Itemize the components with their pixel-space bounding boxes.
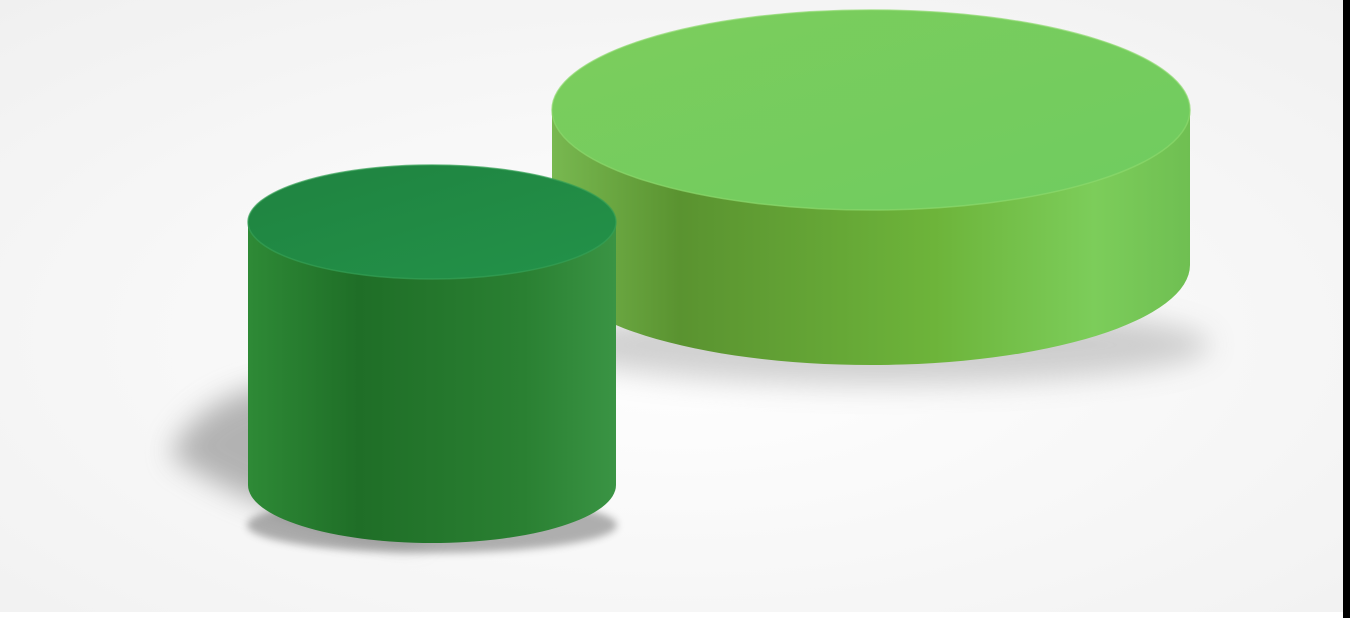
frame-margin bbox=[1350, 0, 1363, 618]
large-cylinder-top bbox=[552, 10, 1190, 210]
small-cylinder-side bbox=[248, 222, 616, 543]
frame-edge bbox=[1343, 0, 1350, 618]
large-cylinder-edge bbox=[551, 9, 1191, 211]
small-cylinder-top bbox=[248, 165, 616, 279]
small-cylinder-edge bbox=[247, 164, 617, 280]
frame-margin bbox=[0, 612, 1343, 618]
